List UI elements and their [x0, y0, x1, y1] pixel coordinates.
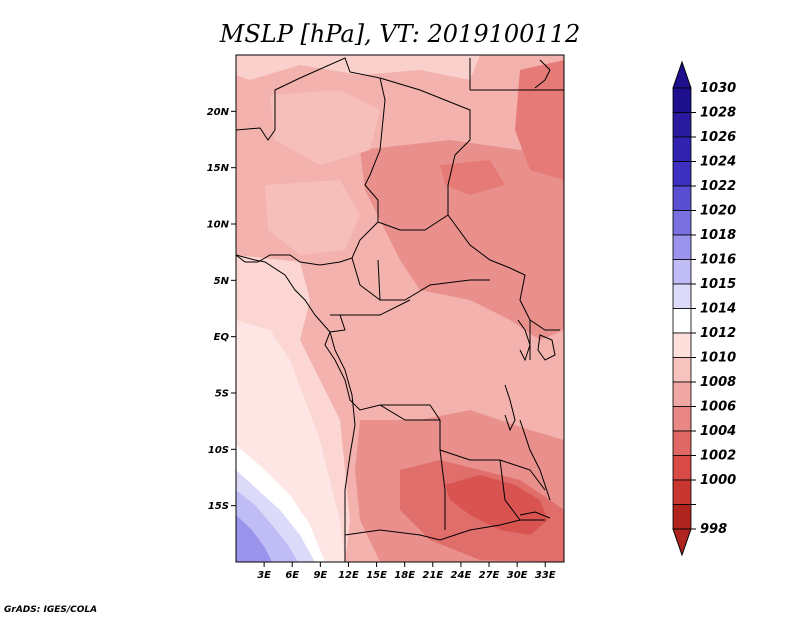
colorbar-label: 1022 — [700, 179, 736, 194]
pressure-map — [236, 55, 564, 562]
lon-tick-label: 18E — [394, 570, 415, 581]
contour-1006-central — [360, 130, 564, 340]
lake-albert — [517, 319, 531, 362]
lon-tick-label: 12E — [338, 570, 359, 581]
chart-title: MSLP [hPa], VT: 2019100112 — [219, 20, 580, 48]
lat-tick-label: 10N — [207, 220, 230, 231]
contour-1010-west — [265, 180, 360, 255]
coastline-nile — [534, 59, 551, 89]
border-car-drc — [377, 259, 490, 301]
lat-tick-label: 15S — [208, 501, 229, 512]
colorbar-label: 1024 — [700, 155, 736, 170]
colorbar-segment — [672, 430, 692, 456]
lat-tick-label: 15N — [207, 163, 230, 174]
lon-tick-label: 30E — [507, 570, 528, 581]
contour-1012-north — [236, 55, 480, 80]
country-borders — [236, 57, 564, 562]
border-angola-zambia — [439, 449, 446, 530]
colorbar: 1030 1028 1026 1024 1022 1020 1018 1016 1015 1014… — [672, 60, 736, 557]
lake-victoria — [537, 334, 556, 361]
colorbar-segment — [672, 357, 692, 383]
colorbar-label: 1016 — [700, 253, 736, 268]
colorbar-label: 998 — [700, 522, 727, 537]
lakes — [504, 319, 556, 519]
border-drc-angola-2 — [379, 404, 440, 421]
colorbar-label: 1000 — [700, 473, 736, 488]
colorbar-label: 1015 — [700, 277, 736, 292]
lat-tick-label: EQ — [214, 332, 230, 343]
coastline-west — [314, 314, 356, 562]
coastline-gulf-of-guinea — [236, 254, 316, 316]
colorbar-bottom-arrow — [672, 528, 692, 557]
colorbar-label: 1010 — [700, 351, 736, 366]
lake-tanganyika — [504, 384, 516, 432]
credit-text: GrADS: IGES/COLA — [4, 605, 97, 615]
colorbar-segment — [672, 112, 692, 138]
lon-tick-label: 33E — [535, 570, 556, 581]
lon-tick-label: 3E — [257, 570, 271, 581]
colorbar-label: 1030 — [700, 81, 736, 96]
lat-tick-label: 20N — [207, 107, 230, 118]
border-namibia — [344, 519, 545, 541]
colorbar-segment — [672, 234, 692, 260]
border-zambia-zimbabwe — [499, 459, 521, 521]
lat-tick-label: 5N — [214, 276, 230, 287]
lon-tick-label: 9E — [313, 570, 327, 581]
colorbar-segment — [672, 406, 692, 432]
colorbar-label: 1014 — [700, 302, 736, 317]
colorbar-segment — [672, 308, 692, 334]
border-uganda — [529, 319, 560, 331]
lake-kariba — [519, 511, 551, 519]
colorbar-segment — [672, 136, 692, 162]
contour-1004-central — [440, 160, 505, 195]
map-frame — [235, 54, 565, 563]
colorbar-top-arrow — [672, 60, 692, 89]
lon-tick-label: 24E — [451, 570, 472, 581]
contour-1020 — [236, 515, 272, 562]
lon-tick-label: 21E — [422, 570, 443, 581]
border-gabon-congo — [330, 299, 411, 316]
colorbar-label: 1002 — [700, 449, 736, 464]
lon-tick-label: 15E — [366, 570, 387, 581]
colorbar-label: 1008 — [700, 375, 736, 390]
colorbar-label: 1020 — [700, 204, 736, 219]
colorbar-segment — [672, 210, 692, 236]
colorbar-segment — [672, 87, 692, 113]
border-libya-egypt — [469, 58, 564, 91]
colorbar-label: 1028 — [700, 106, 736, 121]
border-chad-sudan — [379, 77, 531, 360]
lon-tick-label: 6E — [285, 570, 299, 581]
colorbar-segment — [672, 381, 692, 407]
longitude-axis: 3E 6E 9E 12E 15E 18E 21E 24E 27E 30E 33E — [257, 562, 556, 581]
colorbar-segment — [672, 185, 692, 211]
colorbar-segment — [672, 161, 692, 187]
latitude-axis: 20N 15N 10N 5N EQ 5S 10S 15S — [207, 107, 236, 512]
colorbar-segment — [672, 259, 692, 285]
colorbar-segment — [672, 504, 692, 530]
border-cameroon — [351, 257, 381, 301]
border-west-africa — [236, 57, 386, 266]
border-chad-car — [377, 214, 449, 231]
border-lake-malawi — [519, 419, 551, 501]
contour-1010-north — [270, 90, 380, 165]
colorbar-segment — [672, 283, 692, 309]
colorbar-segment — [672, 455, 692, 481]
colorbar-segment — [672, 479, 692, 505]
colorbar-label: 1004 — [700, 424, 736, 439]
border-angola-drc — [324, 314, 546, 491]
colorbar-label: 1018 — [700, 228, 736, 243]
lat-tick-label: 10S — [208, 445, 229, 456]
colorbar-segment — [672, 332, 692, 358]
colorbar-label: 1006 — [700, 400, 736, 415]
colorbar-label: 1026 — [700, 130, 736, 145]
lat-tick-label: 5S — [215, 389, 229, 400]
colorbar-label: 1012 — [700, 326, 736, 341]
lon-tick-label: 27E — [479, 570, 500, 581]
pressure-contours — [236, 55, 564, 562]
